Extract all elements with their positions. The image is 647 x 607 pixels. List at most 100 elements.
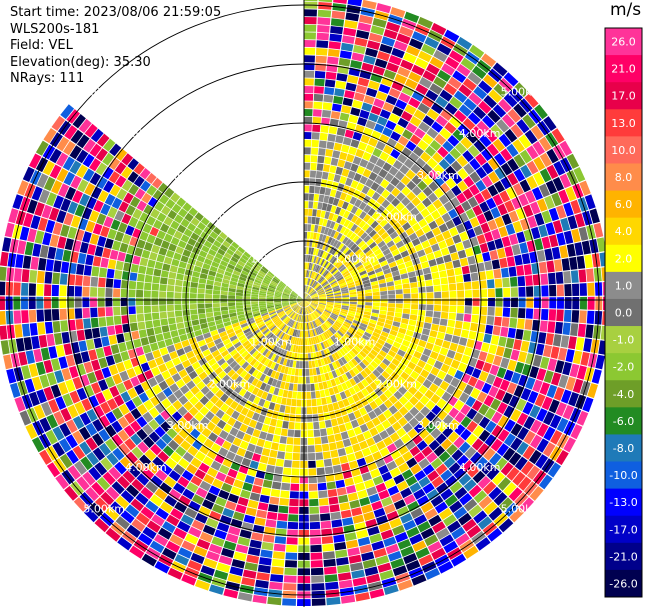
range-gate (501, 317, 510, 327)
range-gate (265, 433, 274, 442)
range-gate (326, 204, 333, 212)
range-gate (279, 436, 287, 444)
range-gate (269, 449, 278, 458)
colorbar-bin (605, 217, 642, 246)
range-gate (316, 398, 322, 406)
range-gate (202, 263, 211, 270)
range-gate (90, 297, 97, 308)
range-gate (238, 347, 247, 355)
range-gate (206, 279, 214, 286)
range-gate (172, 422, 183, 434)
range-gate (279, 357, 285, 365)
range-gate (142, 223, 153, 234)
range-gate (322, 451, 331, 460)
range-gate (310, 303, 317, 308)
range-gate (399, 344, 408, 352)
range-gate (434, 176, 445, 187)
range-gate (140, 506, 155, 520)
range-gate (180, 234, 190, 243)
range-gate (449, 342, 458, 352)
range-gate (583, 338, 592, 353)
range-gate (381, 471, 393, 482)
range-gate (9, 382, 21, 398)
range-gate (278, 372, 284, 381)
range-gate (304, 295, 310, 300)
range-gate (375, 342, 383, 350)
range-gate (347, 221, 355, 230)
range-gate (181, 470, 194, 481)
range-gate (471, 438, 484, 451)
range-gate (337, 264, 345, 271)
range-ring-label: 3.00km (167, 169, 209, 182)
range-gate (417, 191, 427, 202)
range-gate (157, 340, 166, 349)
range-gate (239, 370, 248, 379)
range-gate (327, 298, 334, 300)
range-gate (257, 272, 265, 278)
range-gate (318, 317, 324, 324)
range-gate (322, 551, 335, 560)
range-gate (481, 461, 494, 475)
range-gate (198, 371, 208, 381)
range-gate (65, 186, 77, 201)
range-gate (129, 545, 145, 559)
range-gate (21, 310, 29, 324)
range-gate (389, 231, 399, 240)
range-gate (203, 558, 218, 569)
range-gate (444, 333, 453, 342)
range-gate (70, 175, 82, 189)
range-gate (314, 310, 320, 317)
range-gate (305, 361, 309, 369)
range-gate (90, 382, 102, 395)
colorbar-bin (605, 298, 642, 327)
range-gate (182, 309, 190, 316)
range-gate (304, 300, 308, 306)
range-gate (67, 404, 79, 419)
range-gate (31, 186, 43, 201)
range-gate (98, 277, 106, 288)
range-gate (311, 297, 319, 300)
range-gate (313, 256, 317, 264)
range-gate (131, 518, 146, 532)
range-gate (570, 323, 579, 337)
range-gate (335, 479, 346, 489)
range-gate (105, 411, 117, 424)
range-gate (432, 152, 444, 164)
range-gate (147, 259, 156, 268)
range-gate (200, 344, 209, 352)
range-gate (361, 62, 374, 73)
range-gate (409, 445, 421, 457)
range-gate (404, 11, 420, 23)
range-gate (318, 382, 324, 390)
range-gate (158, 363, 168, 373)
range-gate (293, 305, 299, 311)
range-gate (407, 324, 416, 332)
range-gate (290, 293, 298, 297)
range-gate (462, 117, 476, 131)
range-gate (308, 468, 317, 476)
range-gate (312, 281, 318, 288)
range-gate (308, 270, 312, 278)
range-gate (386, 281, 395, 287)
range-gate (138, 533, 153, 546)
range-gate (331, 181, 339, 190)
range-gate (120, 288, 128, 298)
range-gate (317, 202, 323, 210)
range-gate (132, 255, 141, 265)
range-gate (295, 360, 300, 369)
range-gate (507, 359, 517, 372)
range-gate (365, 161, 375, 171)
range-gate (234, 375, 243, 385)
range-gate (432, 199, 443, 210)
range-gate (195, 579, 211, 591)
range-gate (236, 286, 244, 291)
range-gate (224, 324, 233, 331)
range-gate (350, 107, 361, 117)
colorbar-unit: m/s (610, 0, 642, 20)
range-gate (299, 330, 302, 338)
range-gate (237, 260, 246, 267)
range-gate (458, 337, 468, 346)
range-gate (113, 353, 123, 364)
range-gate (267, 333, 274, 341)
range-gate (334, 322, 341, 328)
